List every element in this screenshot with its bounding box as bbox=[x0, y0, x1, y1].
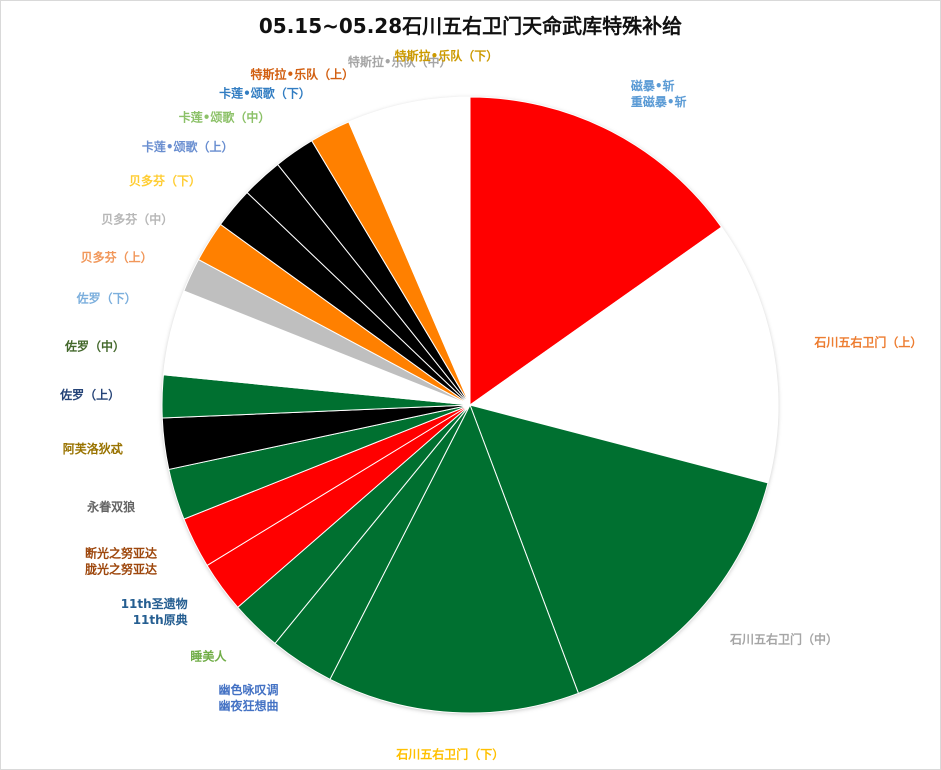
pie-slice-label: 特斯拉•乐队（上） bbox=[251, 67, 355, 82]
pie-slice-label: 卡莲•颂歌（下） bbox=[219, 85, 311, 100]
pie-slice-label: 幽色咏叹调幽夜狂想曲 bbox=[218, 682, 278, 713]
pie-slice-label: 11th圣遗物 11th原典 bbox=[121, 596, 188, 627]
pie-slice bbox=[469, 96, 723, 406]
pie-slice-label: 石川五右卫门（下） bbox=[395, 746, 504, 761]
pie-slice bbox=[469, 404, 769, 694]
pie-slice-label: 佐罗（上） bbox=[59, 387, 120, 402]
pie-slice-label: 磁暴•斩重磁暴•斩 bbox=[630, 78, 687, 109]
chart-title: 05.15~05.28石川五右卫门天命武库特殊补给 bbox=[258, 14, 683, 38]
pie-slice-label: 佐罗（下） bbox=[76, 291, 137, 306]
pie-slice-label: 卡莲•颂歌（上） bbox=[142, 139, 234, 154]
pie-slice-label: 睡美人 bbox=[190, 648, 227, 663]
pie-slice bbox=[468, 226, 779, 484]
pie-slice-label: 永眷双狼 bbox=[86, 499, 136, 514]
pie-slice bbox=[329, 403, 580, 714]
pie-slice-label: 贝多芬（上） bbox=[81, 249, 153, 264]
pie-slice-label: 石川五右卫门（中） bbox=[729, 631, 838, 646]
pie-slice-label: 贝多芬（下） bbox=[129, 173, 201, 188]
pie-slice-label: 阿芙洛狄忒 bbox=[63, 441, 123, 456]
pie-slice-label: 佐罗（中） bbox=[64, 338, 125, 353]
pie-slice bbox=[428, 96, 471, 406]
pie-slice-label: 特斯拉•乐队（中） bbox=[348, 54, 452, 69]
pie-slice-label: 特斯拉•乐队（下） bbox=[395, 48, 499, 63]
pie-slice-label: 断光之努亚达胧光之努亚达 bbox=[85, 546, 157, 577]
pie-slice-label: 贝多芬（中） bbox=[101, 211, 173, 226]
pie-slice-label: 石川五右卫门（上） bbox=[813, 334, 922, 349]
pie-slice-label: 卡莲•颂歌（中） bbox=[179, 110, 271, 125]
